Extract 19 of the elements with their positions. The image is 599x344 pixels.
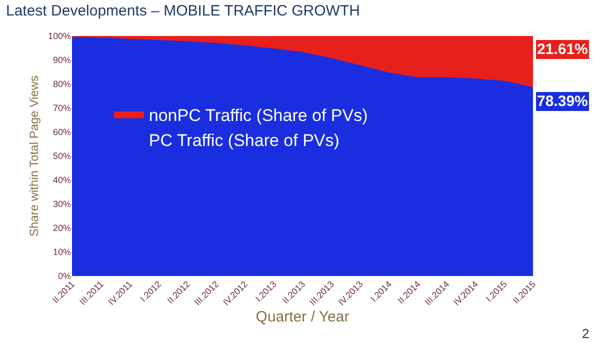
- y-tick-label: 70%: [52, 103, 71, 114]
- y-tick-label: 90%: [52, 55, 71, 66]
- y-tick-label: 80%: [52, 79, 71, 90]
- chart-title: Latest Developments – MOBILE TRAFFIC GROWTH: [6, 2, 360, 20]
- y-tick-label: 40%: [52, 175, 71, 186]
- series-label: PC Traffic (Share of PVs): [148, 130, 340, 150]
- legend-label: nonPC Traffic (Share of PVs): [148, 106, 368, 125]
- x-axis-title: Quarter / Year: [256, 308, 350, 326]
- data-label: 21.61%: [537, 41, 588, 58]
- y-tick-label: 0%: [58, 271, 71, 282]
- y-tick-label: 30%: [52, 199, 71, 210]
- y-tick-label: 50%: [52, 151, 71, 162]
- y-axis-title: Share within Total Page Views: [27, 76, 41, 236]
- data-label: 78.39%: [537, 93, 588, 110]
- y-tick-label: 20%: [52, 223, 71, 234]
- y-tick-label: 10%: [52, 247, 71, 258]
- text: 2: [582, 326, 590, 341]
- y-tick-label: 60%: [52, 127, 71, 138]
- y-tick-label: 100%: [48, 31, 71, 42]
